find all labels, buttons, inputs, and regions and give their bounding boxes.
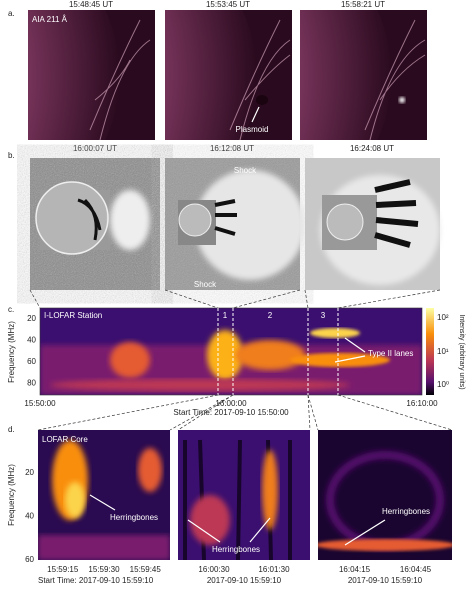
annotation: Herringbones: [382, 507, 430, 516]
y-tick-label: 40: [25, 512, 34, 521]
frame: [39, 307, 423, 396]
arrow: [344, 337, 366, 353]
annotation: Plasmoid: [236, 125, 269, 134]
colorbar-tick: 10²: [437, 313, 449, 322]
x-tick-label: 15:59:45: [130, 565, 162, 574]
arrow: [249, 517, 271, 543]
annotation: Shock: [234, 166, 257, 175]
y-tick-label: 80: [27, 379, 36, 388]
dynamic-spectrum: [40, 308, 422, 395]
x-tick-label: 15:50:00: [24, 399, 56, 408]
x-tick-label: 15:59:30: [88, 565, 120, 574]
x-tick-label: 16:00:00: [215, 399, 247, 408]
colorbar-tick: 10⁰: [437, 380, 449, 389]
connector: [29, 289, 441, 309]
y-axis-label: Frequency (MHz): [7, 321, 16, 383]
annotation: Herringbones: [212, 545, 260, 554]
y-axis: 20 40 60: [25, 468, 34, 564]
aia-images: [28, 10, 427, 140]
x-tick-label: 15:59:15: [47, 565, 79, 574]
panel-label: d.: [8, 425, 15, 434]
panel-label: a.: [8, 9, 15, 18]
station-label: LOFAR Core: [42, 435, 88, 444]
x-tick-label: 16:10:00: [406, 399, 438, 408]
station-label: I-LOFAR Station: [44, 311, 102, 320]
x-axis: 15:59:15 15:59:30 15:59:45 16:00:30 16:01:30…: [47, 565, 431, 574]
region-label: 1: [223, 311, 228, 320]
panel-label: c.: [8, 305, 14, 314]
arrow: [89, 494, 116, 511]
time-label: 15:58:21 UT: [341, 0, 385, 9]
region-label: 3: [321, 311, 326, 320]
herringbone-spectra: [38, 430, 452, 560]
connector: [37, 394, 453, 431]
time-label: 16:12:08 UT: [210, 144, 254, 153]
arrow: [334, 355, 366, 363]
x-caption: 2017-09-10 15:59:10: [207, 576, 282, 585]
x-caption: 2017-09-10 15:59:10: [348, 576, 423, 585]
arrow: [344, 519, 386, 546]
y-tick-label: 60: [27, 357, 36, 366]
time-label: 15:48:45 UT: [69, 0, 113, 9]
y-tick-label: 20: [25, 468, 34, 477]
annotation: Herringbones: [110, 513, 158, 522]
x-caption: Start Time: 2017-09-10 15:50:00: [173, 408, 289, 417]
x-tick-label: 16:04:15: [339, 565, 371, 574]
y-tick-label: 20: [27, 314, 36, 323]
lasco-images: [30, 158, 440, 290]
y-axis-label: Frequency (MHz): [7, 464, 16, 526]
y-axis: 20 40 60 80: [27, 314, 36, 388]
y-tick-label: 60: [25, 555, 34, 564]
colorbar-tick: 10¹: [437, 347, 449, 356]
time-label: 15:53:45 UT: [206, 0, 250, 9]
arrow: [251, 106, 260, 123]
annotation: Type II lanes: [368, 349, 413, 358]
x-tick-label: 16:01:30: [258, 565, 290, 574]
x-tick-label: 16:00:30: [198, 565, 230, 574]
panel-label: b.: [8, 151, 15, 160]
colorbar-label: Intensity (arbitrary units): [458, 314, 465, 389]
instrument-label: AIA 211 Å: [32, 15, 68, 24]
region-label: 2: [268, 311, 273, 320]
x-caption: Start Time: 2017-09-10 15:59:10: [38, 576, 154, 585]
colorbar: [426, 308, 434, 395]
arrow: [187, 519, 221, 543]
y-tick-label: 40: [27, 336, 36, 345]
annotation: Shock: [194, 280, 217, 289]
x-tick-label: 16:04:45: [400, 565, 432, 574]
time-label: 16:24:08 UT: [350, 144, 394, 153]
time-label: 16:00:07 UT: [73, 144, 117, 153]
